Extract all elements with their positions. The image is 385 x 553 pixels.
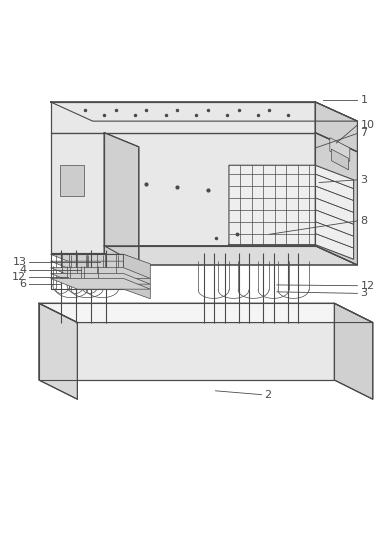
Polygon shape [229,165,353,259]
Text: 10: 10 [360,120,375,130]
Text: 3: 3 [360,288,368,299]
Polygon shape [50,133,104,253]
Text: 12: 12 [360,281,375,291]
Polygon shape [104,246,357,265]
Polygon shape [50,261,150,272]
Polygon shape [104,133,139,268]
Polygon shape [124,254,150,299]
Text: 7: 7 [360,128,368,138]
Polygon shape [39,304,373,322]
Text: 6: 6 [19,279,27,289]
Polygon shape [50,102,357,121]
Polygon shape [50,268,150,278]
Text: 2: 2 [264,390,272,400]
Polygon shape [315,102,357,152]
Polygon shape [39,304,77,399]
Text: 3: 3 [360,175,368,185]
Polygon shape [330,138,350,161]
Polygon shape [50,102,315,133]
Text: 8: 8 [360,216,368,226]
Text: 1: 1 [360,95,368,105]
Text: 12: 12 [12,272,27,281]
Polygon shape [39,304,335,380]
Text: 13: 13 [12,257,27,267]
Polygon shape [331,149,349,170]
Text: 4: 4 [19,264,27,275]
Polygon shape [335,304,373,399]
Polygon shape [104,133,315,246]
Polygon shape [50,278,150,289]
Polygon shape [315,133,357,265]
Polygon shape [50,273,150,284]
Polygon shape [50,254,150,265]
Polygon shape [60,165,84,196]
